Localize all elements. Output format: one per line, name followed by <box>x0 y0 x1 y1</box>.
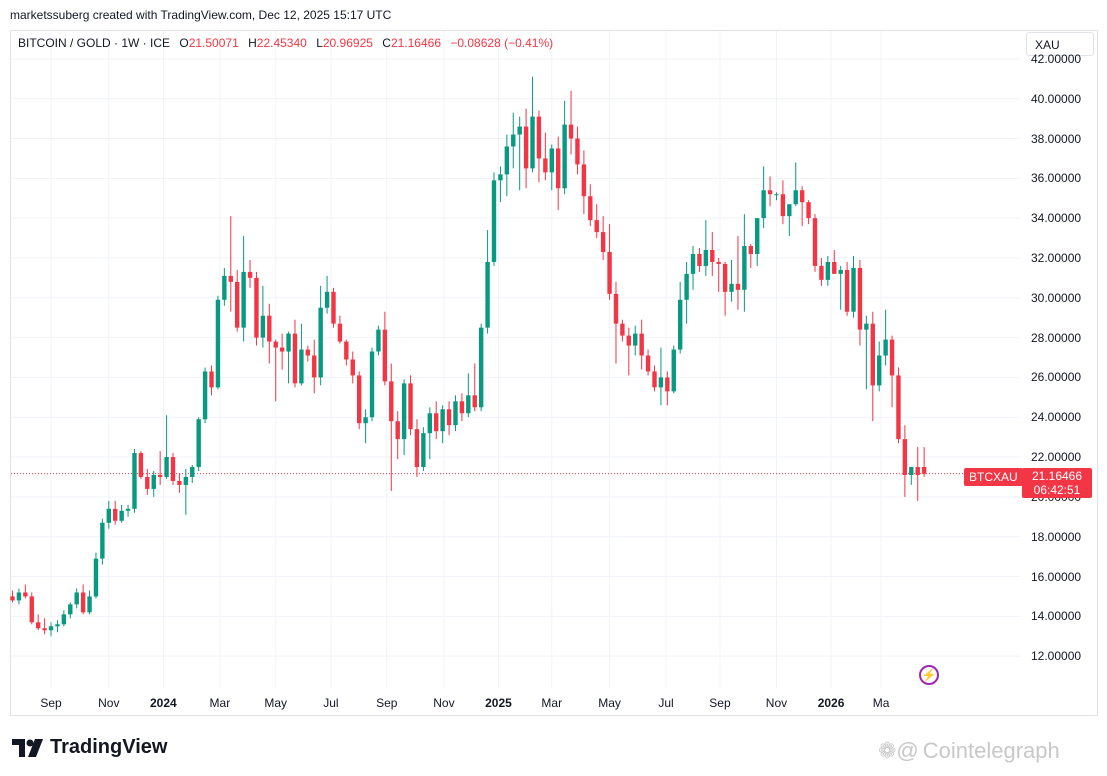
tradingview-logo[interactable]: TradingView <box>12 736 167 759</box>
change-value: −0.08628 (−0.41%) <box>450 36 554 50</box>
currency-selector[interactable]: XAU <box>1026 32 1094 56</box>
x-tick-label: Sep <box>40 696 62 710</box>
y-tick-label: 32.00000 <box>1031 250 1082 265</box>
ohlc-legend: BITCOIN / GOLD · 1W · ICE O21.50071 H22.… <box>18 36 553 50</box>
x-tick-label: Jul <box>658 696 674 710</box>
high-value: 22.45340 <box>256 36 307 50</box>
y-tick-label: 42.00000 <box>1031 51 1082 66</box>
x-tick-label: Nov <box>765 696 788 710</box>
y-tick-label: 26.00000 <box>1031 370 1082 385</box>
y-tick-label: 22.00000 <box>1031 450 1082 465</box>
cointelegraph-watermark: ❁@ Cointelegraph <box>878 738 1060 764</box>
x-tick-label: May <box>598 696 621 710</box>
y-tick-label: 12.00000 <box>1031 649 1082 664</box>
x-tick-label: Sep <box>709 696 731 710</box>
y-tick-label: 16.00000 <box>1031 569 1082 584</box>
y-tick-label: 24.00000 <box>1031 410 1082 425</box>
y-tick-label: 28.00000 <box>1031 330 1082 345</box>
x-tick-label: 2024 <box>150 696 177 710</box>
symbol-title[interactable]: BITCOIN / GOLD · 1W · ICE <box>18 36 171 50</box>
y-tick-label: 40.00000 <box>1031 91 1082 106</box>
chart-credit: marketssuberg created with TradingView.c… <box>10 8 392 22</box>
x-tick-label: 2026 <box>817 696 845 710</box>
y-tick-label: 30.00000 <box>1031 290 1082 305</box>
y-tick-label: 38.00000 <box>1031 131 1082 146</box>
y-tick-label: 14.00000 <box>1031 609 1082 624</box>
symbol-price-tag: BTCXAU <box>964 468 1023 486</box>
bar-countdown: 06:42:51 <box>1033 483 1081 497</box>
current-price-value: 21.16466 <box>1031 469 1083 483</box>
lightning-icon[interactable]: ⚡ <box>919 665 939 685</box>
x-tick-label: Sep <box>376 696 398 710</box>
open-value: 21.50071 <box>188 36 239 50</box>
x-tick-label: Nov <box>98 696 120 710</box>
x-tick-label: Mar <box>209 696 231 710</box>
high-label: H <box>248 36 257 50</box>
current-price-tag: 21.16466 06:42:51 <box>1022 468 1092 498</box>
low-label: L <box>316 36 323 50</box>
close-value: 21.16466 <box>390 36 442 50</box>
y-tick-label: 18.00000 <box>1031 529 1082 544</box>
low-value: 20.96925 <box>322 36 373 50</box>
x-tick-label: May <box>264 696 288 710</box>
chart-frame[interactable] <box>10 30 1098 716</box>
brand-name: TradingView <box>50 736 168 758</box>
watermark-text: Cointelegraph <box>922 738 1060 763</box>
x-tick-label: 2025 <box>485 696 512 710</box>
open-label: O <box>179 36 189 50</box>
x-tick-label: Jul <box>323 696 339 710</box>
y-tick-label: 34.00000 <box>1031 211 1082 226</box>
watermark-logo-icon: ❁@ <box>878 738 919 763</box>
x-tick-label: Nov <box>433 696 455 710</box>
tradingview-mark-icon <box>12 738 43 757</box>
x-tick-label: Mar <box>541 696 563 710</box>
x-tick-label: Ma <box>872 696 890 710</box>
y-tick-label: 36.00000 <box>1031 171 1082 186</box>
close-label: C <box>382 36 391 50</box>
